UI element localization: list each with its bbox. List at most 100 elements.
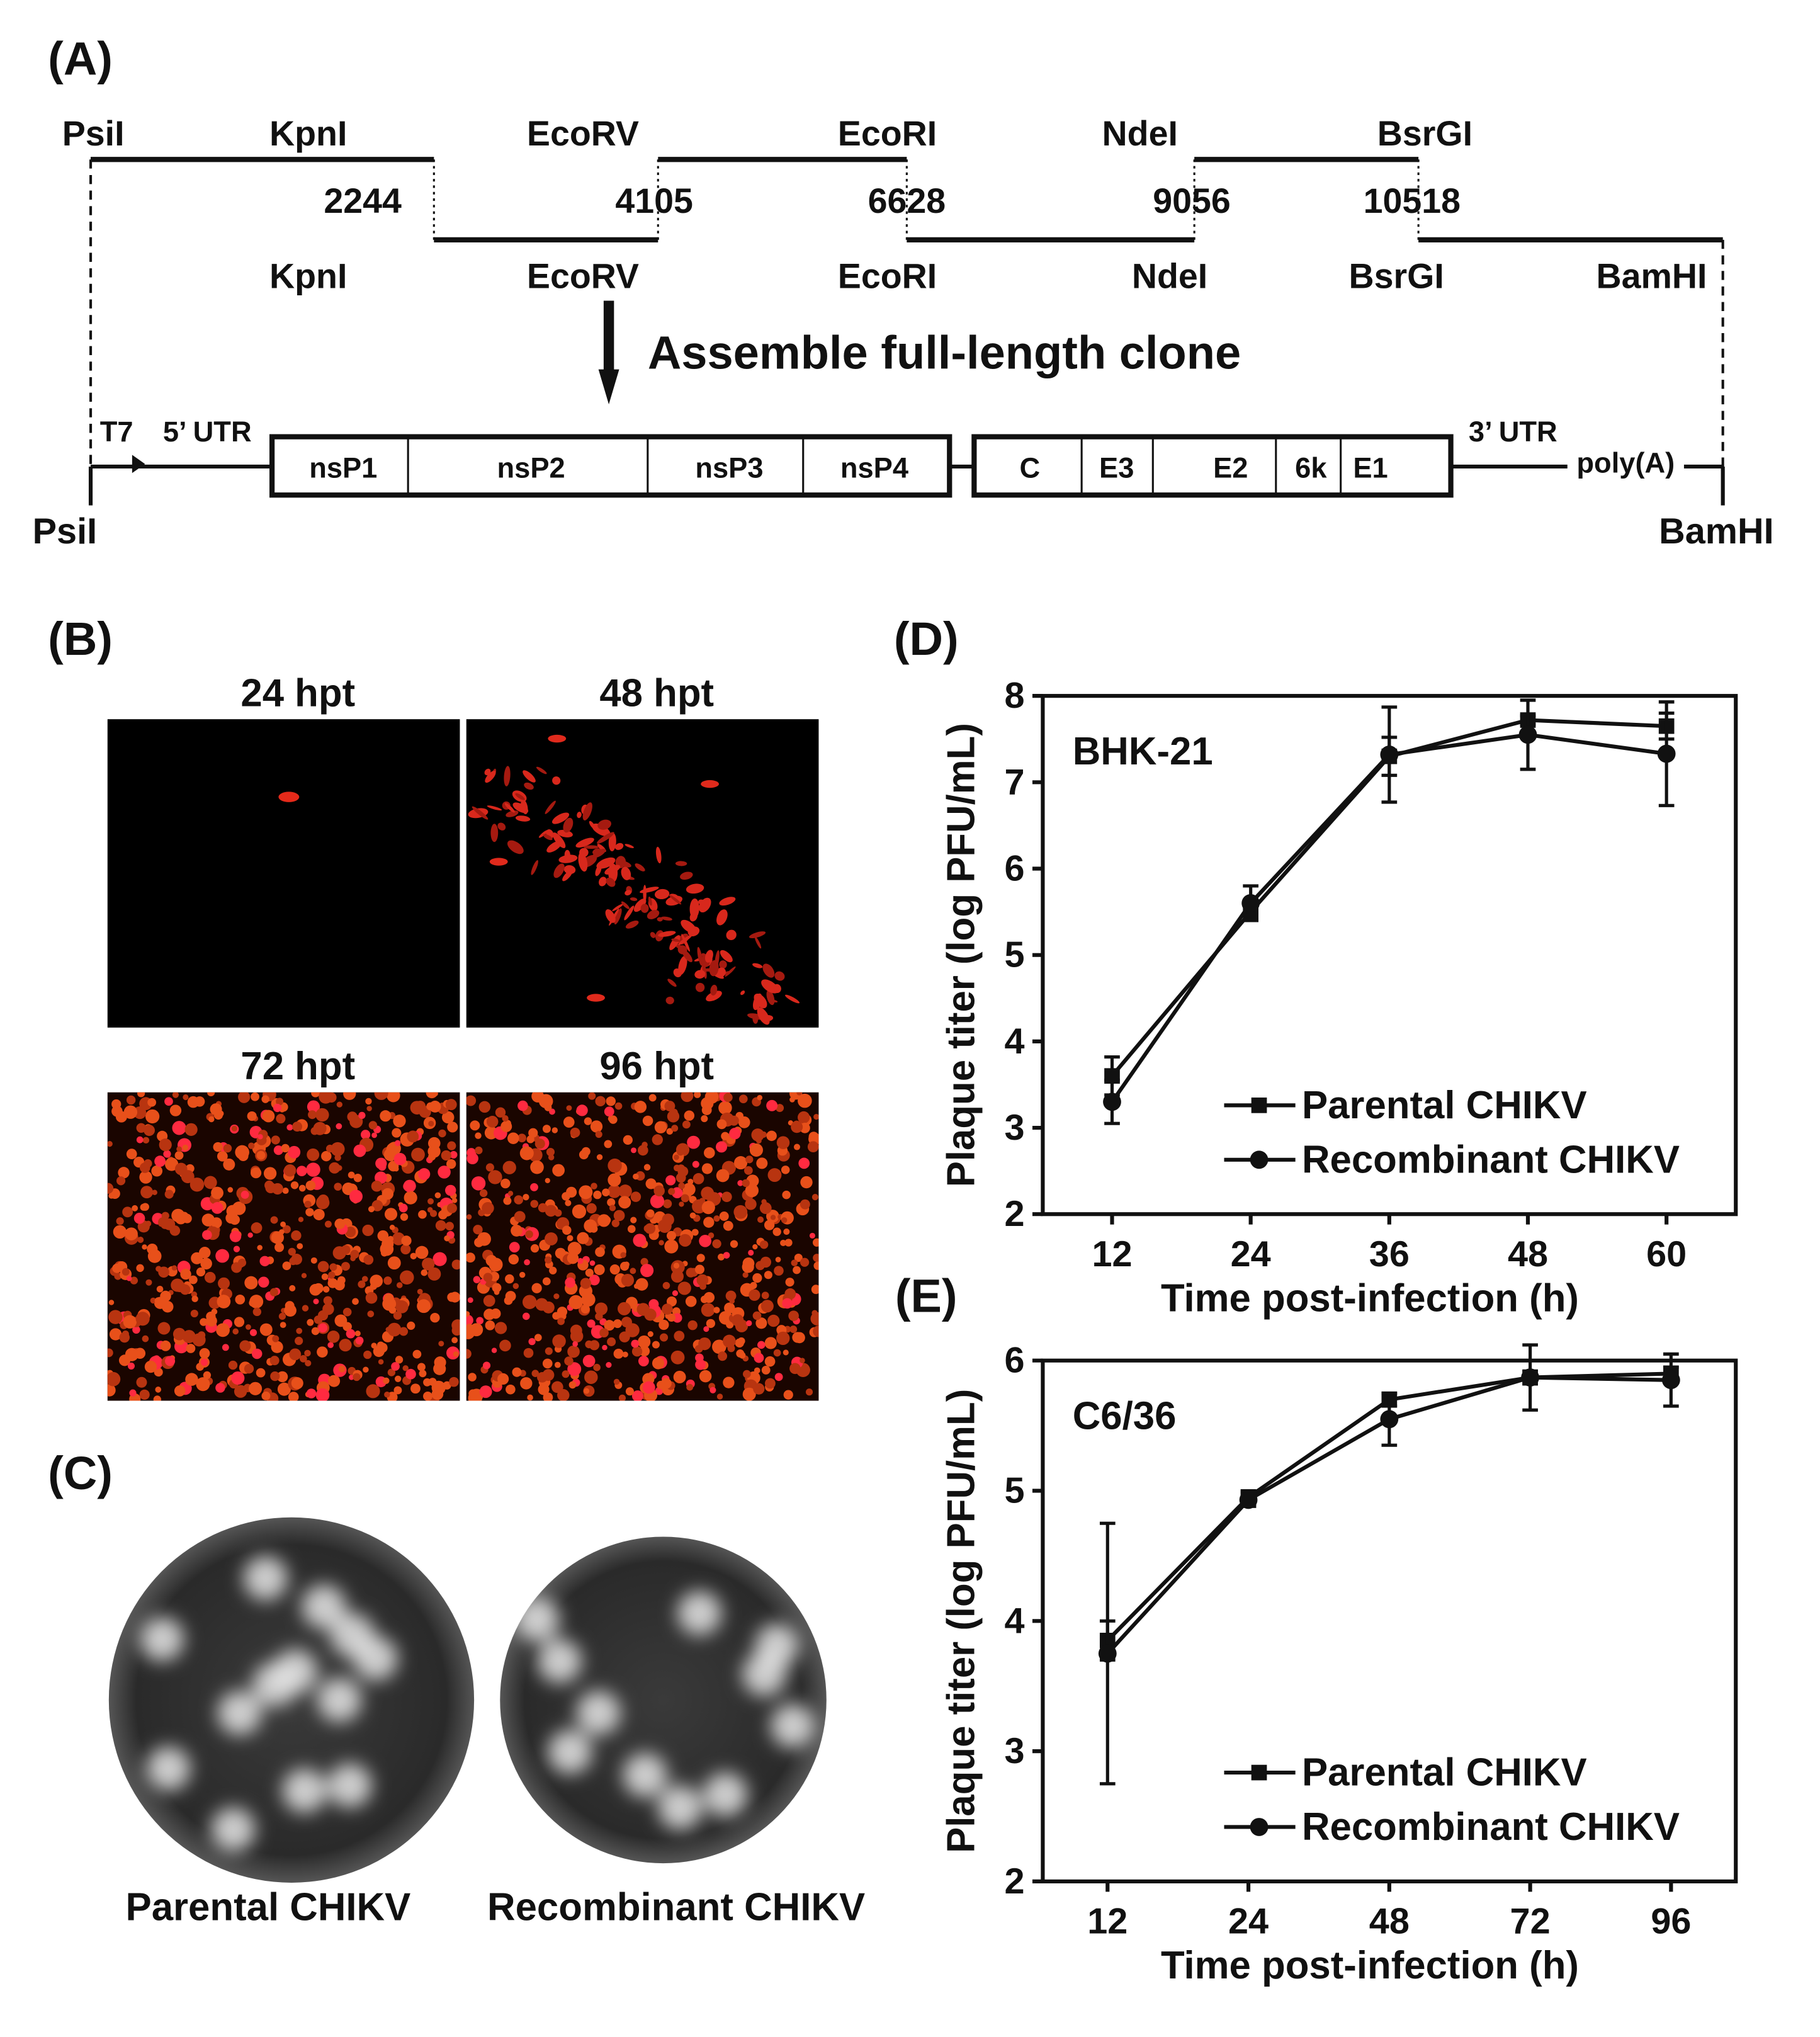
cell bbox=[798, 1111, 810, 1124]
cell bbox=[635, 1278, 648, 1291]
plaque-label: Recombinant CHIKV bbox=[487, 1886, 865, 1929]
cell bbox=[645, 1178, 657, 1189]
cell bbox=[607, 1337, 616, 1346]
cell bbox=[545, 1177, 550, 1184]
cell bbox=[393, 1166, 399, 1172]
cell bbox=[466, 1152, 478, 1165]
cell bbox=[366, 1106, 372, 1111]
cell bbox=[145, 1109, 160, 1124]
x-tick-label: 36 bbox=[1369, 1234, 1410, 1274]
cell bbox=[190, 1309, 198, 1318]
cell bbox=[231, 1262, 242, 1273]
cell bbox=[761, 1291, 769, 1300]
cell bbox=[483, 1273, 493, 1283]
cell bbox=[249, 1329, 257, 1336]
cell bbox=[800, 1199, 810, 1210]
cell bbox=[446, 1159, 456, 1169]
cell bbox=[238, 1092, 251, 1103]
cell bbox=[479, 1189, 488, 1198]
cell bbox=[694, 1092, 701, 1098]
site-label: EcoRI bbox=[838, 256, 937, 295]
cell bbox=[515, 793, 525, 800]
cell bbox=[136, 1376, 147, 1388]
cell bbox=[753, 1383, 765, 1395]
cell bbox=[609, 1115, 618, 1124]
cell bbox=[273, 1103, 282, 1113]
cell bbox=[198, 1246, 211, 1259]
cell bbox=[223, 1143, 232, 1153]
cell bbox=[503, 1196, 512, 1205]
marker bbox=[1241, 894, 1260, 912]
cell bbox=[112, 1263, 122, 1273]
plaque bbox=[243, 1556, 288, 1601]
cell bbox=[127, 1362, 135, 1370]
cell bbox=[701, 1105, 712, 1115]
cell bbox=[606, 1361, 612, 1368]
cell bbox=[136, 1136, 144, 1143]
cell bbox=[754, 1367, 760, 1374]
y-axis-label: Plaque titer (log PFU/mL) bbox=[939, 1389, 983, 1853]
cell bbox=[451, 1198, 458, 1203]
cell bbox=[301, 1273, 307, 1279]
cell bbox=[192, 1333, 206, 1347]
cell bbox=[508, 1254, 519, 1265]
utr-label: 5’ UTR bbox=[163, 416, 252, 448]
panel-label: (B) bbox=[48, 613, 113, 665]
cell bbox=[470, 1120, 480, 1131]
cell bbox=[639, 1346, 650, 1357]
cell bbox=[548, 1154, 555, 1160]
site-label: PsiI bbox=[33, 511, 97, 552]
cell bbox=[766, 1099, 778, 1111]
cell bbox=[523, 1348, 534, 1358]
cell bbox=[154, 1297, 162, 1305]
cell bbox=[306, 1162, 320, 1177]
cell bbox=[536, 766, 547, 775]
gene-label: nsP3 bbox=[695, 451, 763, 484]
cell bbox=[606, 1096, 616, 1106]
cell bbox=[196, 1377, 210, 1392]
cell bbox=[782, 1190, 791, 1200]
cell bbox=[288, 1145, 301, 1159]
cell bbox=[557, 1317, 565, 1325]
legend-label: Parental CHIKV bbox=[1302, 1751, 1587, 1795]
cell bbox=[281, 1143, 290, 1153]
cell bbox=[754, 1353, 764, 1363]
cell bbox=[494, 1289, 500, 1295]
cell bbox=[398, 1203, 408, 1213]
cell bbox=[735, 1338, 744, 1348]
cell bbox=[234, 1385, 247, 1398]
cell bbox=[407, 1130, 419, 1143]
cell bbox=[142, 1102, 149, 1109]
cell bbox=[485, 1163, 494, 1172]
cell bbox=[353, 1144, 366, 1157]
cell bbox=[578, 852, 588, 872]
cell bbox=[512, 1283, 519, 1290]
cell bbox=[543, 834, 553, 841]
plaque bbox=[302, 1584, 346, 1629]
cell bbox=[378, 1162, 387, 1171]
cell bbox=[362, 1224, 374, 1237]
cell bbox=[428, 1120, 434, 1127]
cell bbox=[572, 1204, 587, 1219]
cell bbox=[200, 1318, 208, 1326]
cell bbox=[505, 1291, 516, 1302]
cell bbox=[449, 1150, 458, 1159]
cell bbox=[572, 1341, 579, 1347]
x-tick-label: 24 bbox=[1228, 1902, 1269, 1942]
cell bbox=[605, 909, 616, 923]
promoter-label: T7 bbox=[100, 416, 133, 448]
cell bbox=[495, 1107, 506, 1118]
cell bbox=[328, 1271, 336, 1279]
cell bbox=[507, 1191, 514, 1196]
cell bbox=[552, 1334, 566, 1348]
cell bbox=[447, 1121, 458, 1133]
plaque bbox=[353, 1636, 398, 1681]
cell bbox=[387, 1092, 400, 1103]
cell bbox=[384, 1208, 398, 1221]
cell bbox=[189, 1275, 198, 1285]
cell bbox=[277, 1382, 291, 1396]
cell bbox=[729, 1128, 741, 1140]
marker bbox=[1657, 744, 1676, 763]
cell bbox=[368, 1206, 375, 1213]
cell bbox=[652, 1357, 665, 1370]
